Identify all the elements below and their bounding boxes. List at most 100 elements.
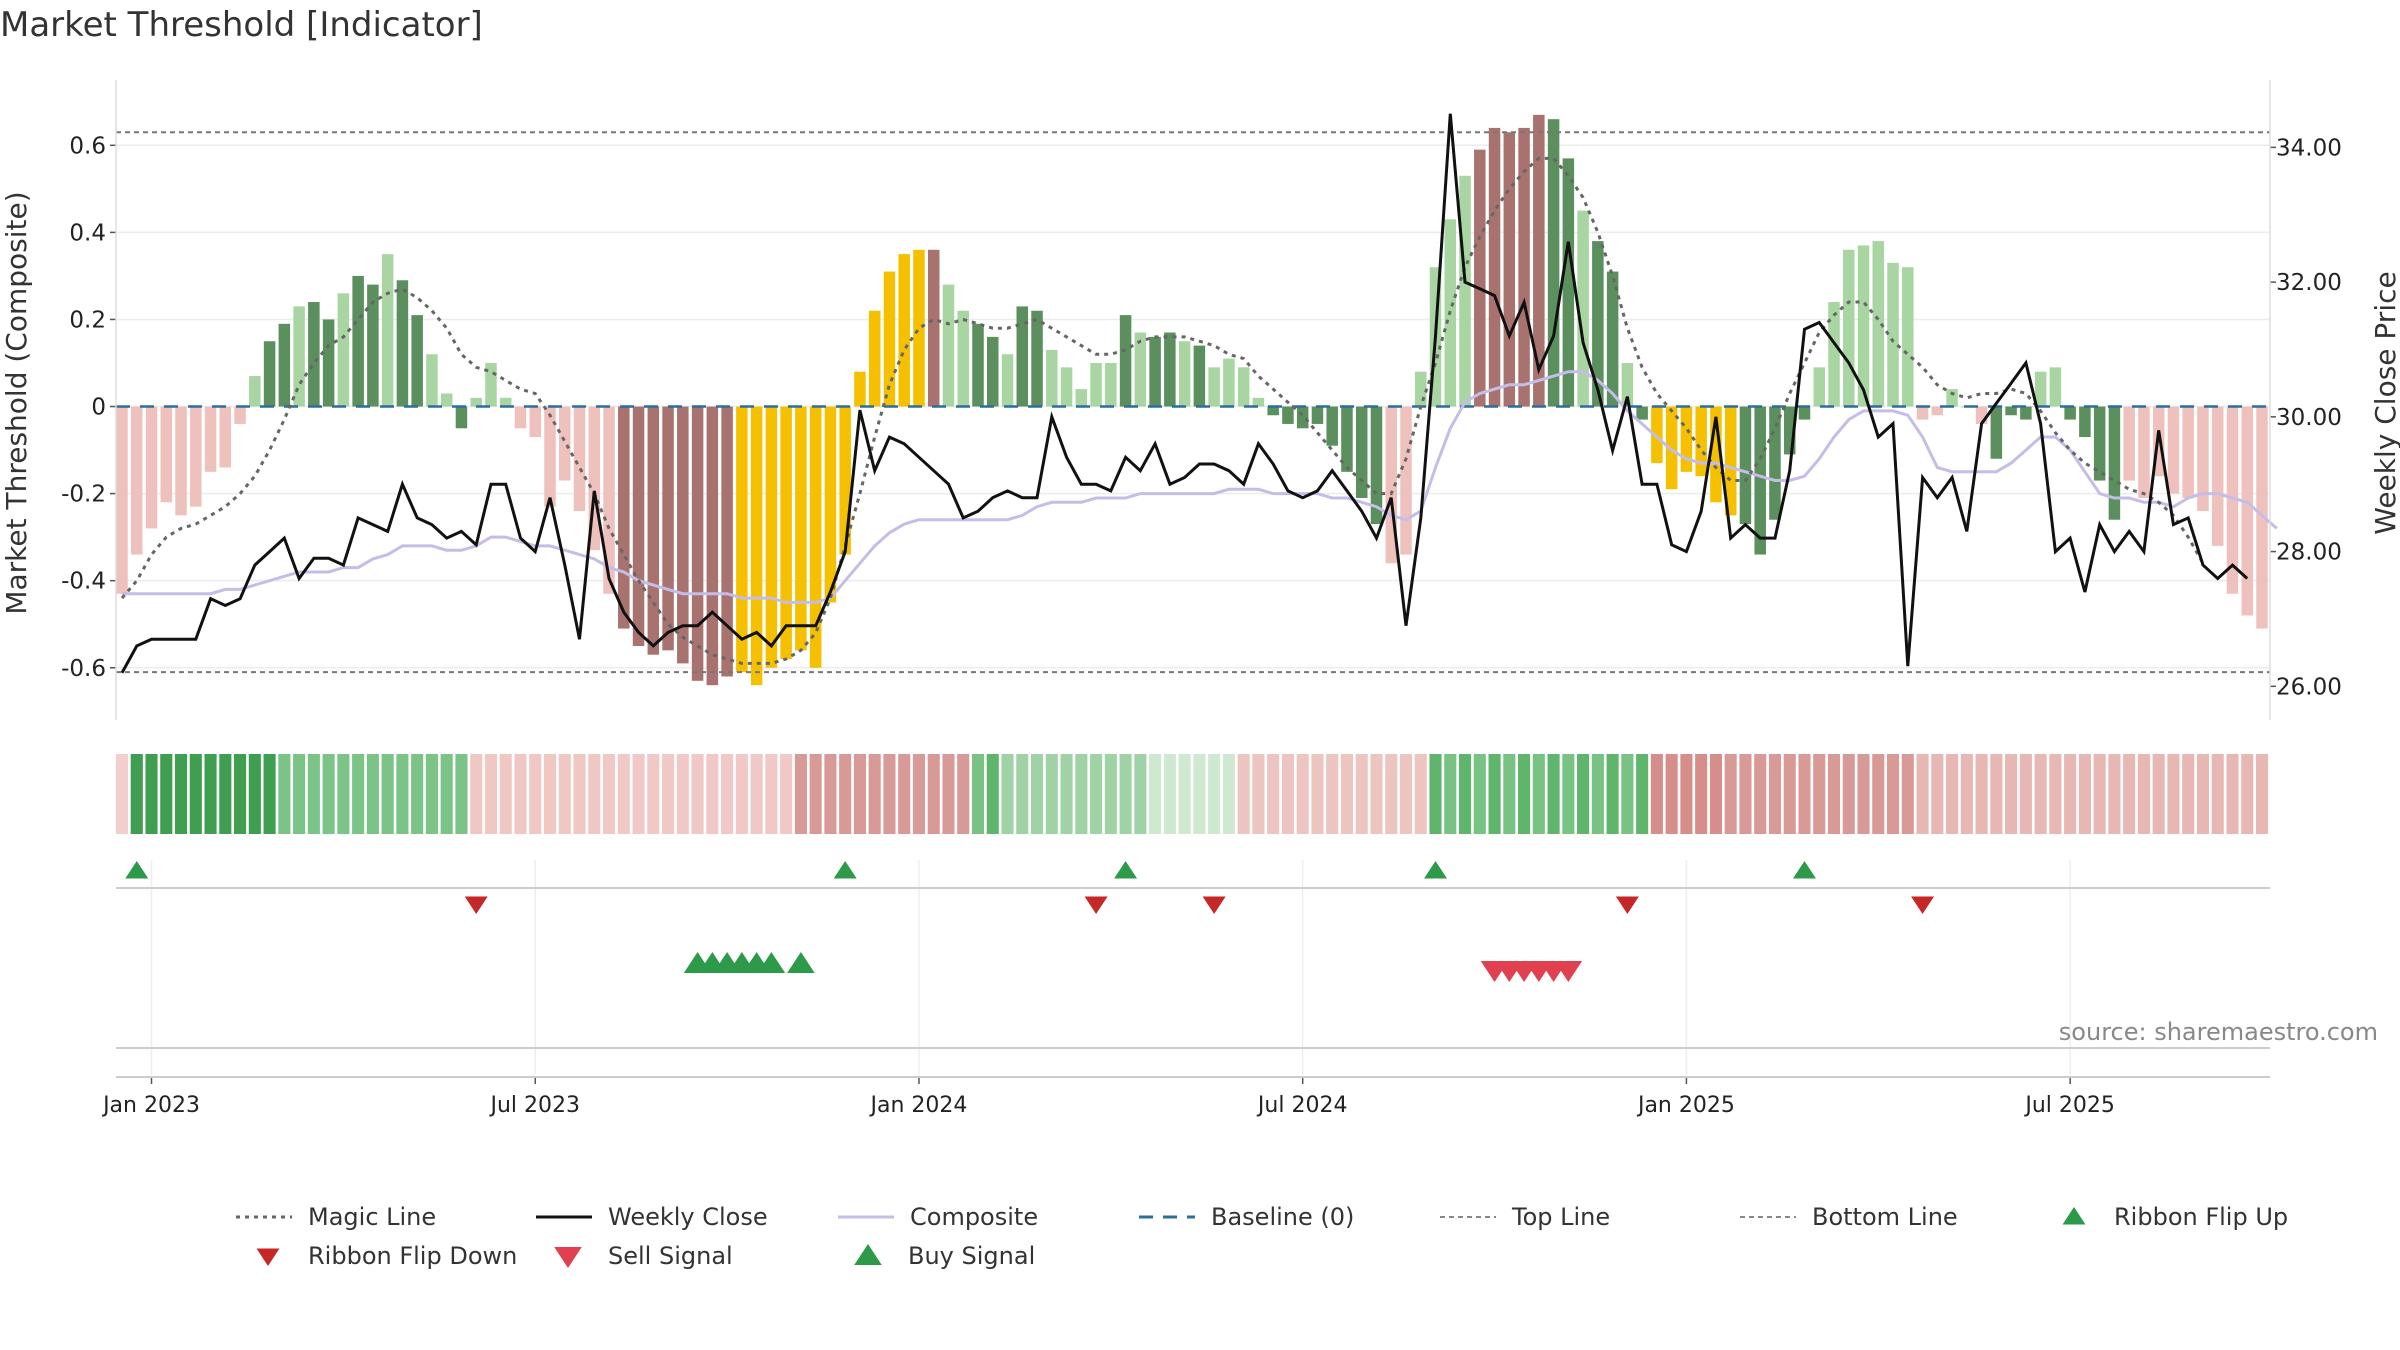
ribbon-segment	[868, 754, 881, 834]
composite-bar	[1164, 332, 1176, 407]
ribbon-segment	[853, 754, 866, 834]
composite-bar	[160, 406, 173, 503]
ribbon-segment	[440, 754, 453, 834]
legend-label: Weekly Close	[608, 1203, 768, 1231]
ribbon-segment	[1355, 754, 1368, 834]
ribbon-segment	[174, 754, 188, 834]
ribbon-segment	[1134, 754, 1147, 834]
ribbon-segment	[1458, 754, 1472, 834]
ribbon-segment	[499, 754, 512, 834]
composite-bar	[1680, 406, 1693, 472]
ribbon-flip-down-marker	[464, 896, 488, 914]
composite-bar	[1385, 406, 1397, 564]
ribbon-segment	[1916, 754, 1929, 834]
ribbon-segment	[1237, 754, 1250, 834]
ribbon-segment	[986, 754, 999, 834]
composite-bar	[1975, 406, 1988, 424]
composite-bar	[883, 271, 896, 407]
composite-bar	[131, 406, 143, 555]
composite-bar	[721, 406, 733, 677]
composite-bar	[839, 406, 851, 555]
ribbon-flip-down-marker	[1911, 896, 1935, 914]
buy-signal-marker	[787, 952, 815, 973]
ribbon-segment	[2019, 754, 2032, 834]
ribbon-segment	[189, 754, 202, 834]
legend-item-composite: Composite	[838, 1203, 1038, 1231]
ribbon-segment	[750, 754, 763, 834]
ribbon-segment	[484, 754, 498, 834]
ribbon-segment	[145, 754, 158, 834]
composite-bar	[1665, 406, 1678, 490]
legend-label: Top Line	[1511, 1203, 1610, 1231]
ribbon-segment	[307, 754, 320, 834]
composite-bar	[1916, 406, 1929, 420]
ribbon-segment	[1488, 754, 1501, 834]
composite-bar	[1651, 406, 1663, 464]
ribbon-segment	[1842, 754, 1855, 834]
x-tick-label: Jan 2024	[869, 1093, 968, 1118]
composite-bar	[1783, 406, 1796, 455]
ribbon-segment	[411, 754, 424, 834]
ribbon-segment	[1813, 754, 1826, 834]
ribbon-segment	[1030, 754, 1044, 834]
composite-bar	[780, 406, 792, 660]
composite-bar	[1119, 315, 1132, 407]
legend-swatch	[854, 1244, 882, 1265]
composite-bar	[1046, 349, 1058, 407]
composite-bar	[485, 362, 497, 407]
composite-bar	[396, 280, 409, 407]
legend-item-buy: Buy Signal	[854, 1242, 1035, 1270]
legend-swatch	[2062, 1207, 2086, 1225]
composite-bar	[352, 275, 364, 407]
y-tick-label-right: 28.00	[2276, 540, 2342, 566]
composite-bar	[1754, 406, 1766, 555]
ribbon-segment	[706, 754, 719, 834]
y-tick-label-left: -0.2	[61, 482, 106, 508]
ribbon-segment	[470, 754, 483, 834]
composite-bar	[691, 406, 704, 681]
composite-bar	[1724, 406, 1737, 516]
composite-bar	[1887, 262, 1899, 407]
legend-label: Ribbon Flip Up	[2114, 1203, 2288, 1231]
line-series	[116, 113, 2278, 674]
composite-bar	[249, 376, 261, 407]
ribbon-segment	[1414, 754, 1427, 834]
composite-bar	[1149, 336, 1161, 407]
composite-bar	[677, 406, 689, 664]
composite-bar	[1459, 175, 1471, 407]
ribbon-segment	[1016, 754, 1029, 834]
ribbon-segment	[602, 754, 616, 834]
composite-bar	[2108, 406, 2121, 520]
composite-bar	[2226, 406, 2239, 594]
composite-bar	[2241, 406, 2253, 616]
ribbon-segment	[1281, 754, 1294, 834]
ribbon-segment	[735, 754, 748, 834]
composite-bar	[278, 323, 291, 407]
ribbon-segment	[1931, 754, 1944, 834]
ribbon-segment	[2226, 754, 2239, 834]
composite-bar	[2167, 406, 2180, 494]
composite-bar	[1710, 406, 1722, 503]
ribbon-segment	[234, 754, 247, 834]
ribbon-segment	[1326, 754, 1339, 834]
composite-bar	[1105, 362, 1117, 407]
x-tick-label: Jan 2025	[1636, 1093, 1735, 1118]
composite-bar	[1518, 127, 1530, 407]
composite-bar	[972, 323, 984, 407]
composite-bar	[411, 315, 423, 407]
ribbon-segment	[1473, 754, 1486, 834]
composite-bar	[219, 406, 232, 468]
ribbon-segment	[2064, 754, 2077, 834]
composite-bar	[603, 406, 615, 594]
composite-bar	[1134, 332, 1147, 407]
composite-bar	[308, 302, 320, 407]
y-axis-label-right: Weekly Close Price	[2369, 271, 2400, 534]
ribbon-segment	[2182, 754, 2195, 834]
composite-bar	[1193, 345, 1206, 407]
composite-bar	[337, 293, 350, 407]
ribbon-segment	[1960, 754, 1973, 834]
y-tick-label-left: 0.4	[69, 220, 106, 246]
composite-bar	[2020, 406, 2032, 420]
ribbon-segment	[2152, 754, 2165, 834]
composite-bar	[2064, 406, 2076, 420]
